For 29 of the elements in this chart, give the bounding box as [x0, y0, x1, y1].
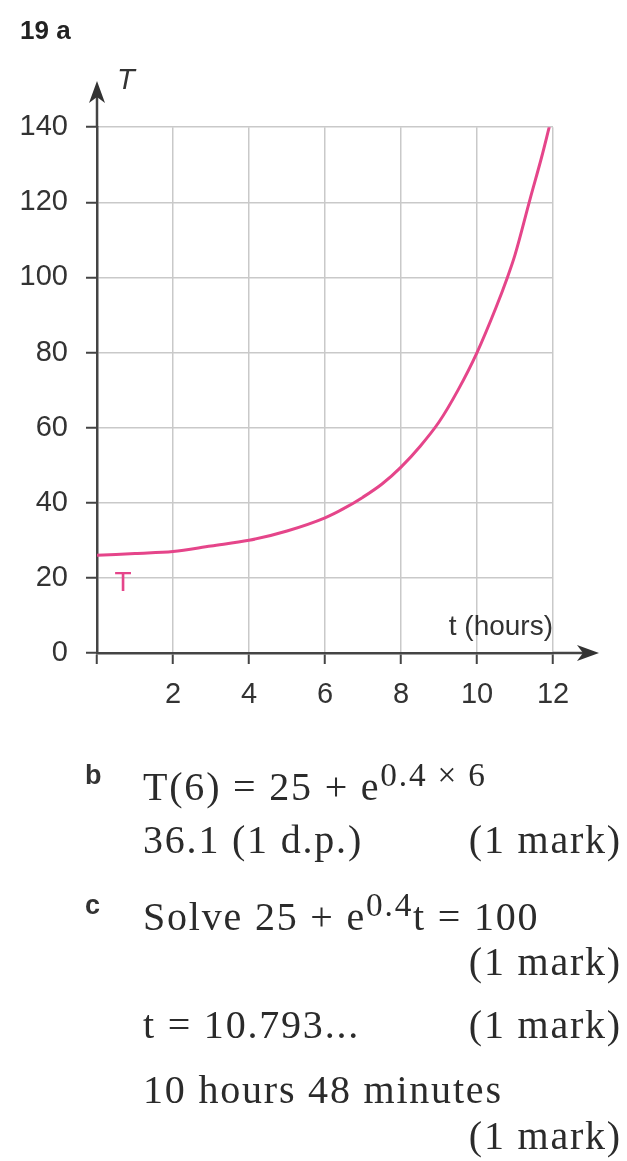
- y-tick-label: 40: [35, 484, 68, 517]
- x-axis-title: t (hours): [448, 610, 553, 641]
- y-tick-label: 120: [19, 184, 68, 217]
- text: (1 mark): [468, 1112, 622, 1160]
- chart-title: 19 a: [20, 14, 72, 45]
- text: t = 10.793...: [143, 1001, 361, 1049]
- x-tick-label: 4: [240, 677, 258, 710]
- series-label: T: [114, 566, 132, 598]
- text: T(6) = 25 + e$^{0.4 × 6}$: [143, 755, 487, 810]
- x-tick-label: 6: [316, 677, 334, 710]
- text: 36.1 (1 d.p.): [143, 816, 364, 864]
- y-axis-title: T: [117, 63, 137, 96]
- text: (1 mark): [468, 816, 622, 864]
- x-tick-label: 10: [460, 677, 494, 710]
- y-tick-label: 140: [19, 109, 68, 142]
- y-tick-label: 20: [35, 559, 68, 592]
- text: b: [85, 759, 102, 792]
- y-tick-label: 100: [19, 259, 68, 292]
- text: Solve 25 + e$^{0.4}$t = 100: [143, 885, 540, 940]
- x-tick-label: 2: [164, 677, 182, 710]
- y-tick-label: 0: [51, 635, 68, 667]
- text: c: [85, 889, 101, 922]
- y-tick-label: 80: [35, 334, 68, 367]
- y-tick-label: 60: [35, 409, 68, 442]
- x-tick-label: 8: [392, 677, 410, 710]
- text: (1 mark): [468, 1001, 622, 1049]
- x-tick-label: 12: [536, 677, 570, 710]
- text: 10 hours 48 minutes: [143, 1067, 503, 1112]
- text: (1 mark): [468, 938, 622, 986]
